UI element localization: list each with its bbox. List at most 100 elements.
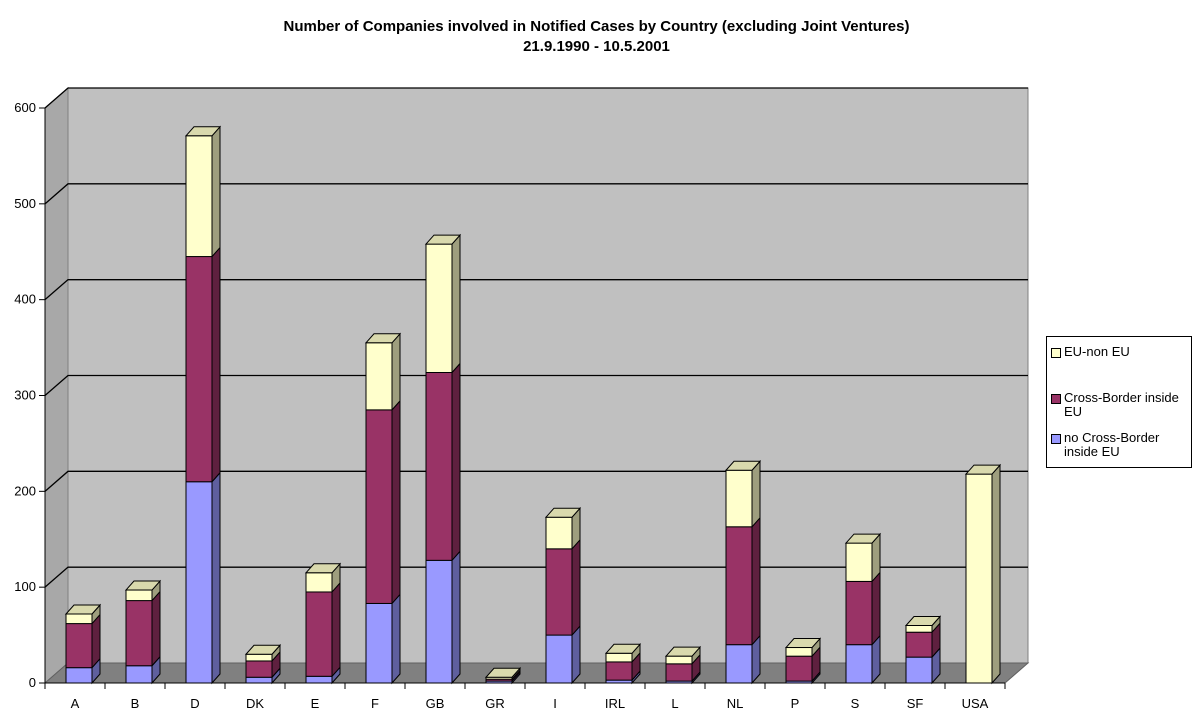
bar-i-no-cross-border-side bbox=[571, 624, 581, 685]
bar-stack-gb bbox=[424, 233, 462, 685]
bar-i-no-cross-border bbox=[545, 634, 573, 684]
y-tick-label: 200 bbox=[14, 483, 36, 498]
bar-stack-i bbox=[544, 506, 582, 685]
bar-e-cross-border bbox=[305, 591, 333, 677]
bar-stack-nl bbox=[724, 459, 762, 685]
gridlines bbox=[44, 87, 1028, 588]
bar-b-top bbox=[124, 580, 162, 591]
bar-irl-cross-border bbox=[605, 661, 633, 681]
bar-f-top bbox=[364, 333, 402, 344]
bar-a-cross-border bbox=[65, 623, 93, 669]
bar-nl-cross-border-side bbox=[751, 516, 761, 646]
bar-e-eu-non-eu bbox=[305, 572, 333, 593]
bars bbox=[64, 125, 1002, 685]
legend: EU-non EU Cross-Border inside EU no Cros… bbox=[1046, 336, 1192, 468]
x-tick-label: L bbox=[671, 696, 678, 711]
y-tick-label: 400 bbox=[14, 292, 36, 307]
x-tick-label: GB bbox=[426, 696, 445, 711]
bar-e-cross-border-side bbox=[331, 581, 341, 678]
bar-gb-eu-non-eu-side bbox=[451, 233, 461, 374]
bar-dk-no-cross-border bbox=[245, 676, 273, 684]
bar-stack-gr bbox=[484, 666, 522, 685]
legend-label: Cross-Border inside EU bbox=[1064, 390, 1179, 419]
bar-b-no-cross-border bbox=[125, 665, 153, 684]
bar-p-cross-border bbox=[785, 655, 813, 682]
y-tick-label: 0 bbox=[29, 675, 36, 690]
bar-gb-cross-border-side bbox=[451, 362, 461, 562]
bar-b-cross-border-side bbox=[151, 590, 161, 668]
bar-usa-eu-non-eu bbox=[965, 473, 993, 684]
bar-s-cross-border bbox=[845, 580, 873, 646]
bar-stack-l bbox=[664, 645, 702, 685]
bar-gb-eu-non-eu bbox=[425, 243, 453, 373]
bar-sf-no-cross-border bbox=[905, 656, 933, 684]
gridline bbox=[44, 470, 1028, 492]
bar-p-top bbox=[784, 638, 822, 649]
bar-p-eu-non-eu bbox=[785, 647, 813, 657]
y-tick-label: 100 bbox=[14, 579, 36, 594]
bar-sf-cross-border bbox=[905, 631, 933, 658]
bar-gb-top bbox=[424, 234, 462, 245]
bar-dk-eu-non-eu bbox=[245, 653, 273, 662]
bar-gr-top bbox=[484, 667, 522, 678]
gridline bbox=[44, 279, 1028, 301]
bar-f-no-cross-border bbox=[365, 602, 393, 684]
bar-d-cross-border bbox=[185, 256, 213, 483]
bar-l-eu-non-eu bbox=[665, 655, 693, 665]
bar-gb-cross-border bbox=[425, 372, 453, 561]
legend-swatch bbox=[1051, 434, 1061, 444]
bar-s-cross-border-side bbox=[871, 571, 881, 646]
bar-d-no-cross-border-side bbox=[211, 471, 221, 685]
bar-a-no-cross-border bbox=[65, 667, 93, 684]
bar-usa-eu-non-eu-side bbox=[991, 463, 1001, 685]
legend-swatch bbox=[1051, 348, 1061, 358]
x-tick-label: DK bbox=[246, 696, 264, 711]
bar-s-top bbox=[844, 533, 882, 544]
bar-stack-p bbox=[784, 637, 822, 685]
bar-f-eu-non-eu-side bbox=[391, 332, 401, 412]
bar-irl-top bbox=[604, 643, 642, 654]
bar-d-no-cross-border bbox=[185, 481, 213, 684]
legend-label: EU-non EU bbox=[1064, 344, 1130, 359]
x-tick-labels: A B D DK E F GB GR I IRL L NL P S SF USA bbox=[71, 696, 989, 711]
bar-d-eu-non-eu bbox=[185, 135, 213, 258]
bar-d-eu-non-eu-side bbox=[211, 125, 221, 258]
bar-nl-eu-non-eu bbox=[725, 469, 753, 528]
bar-sf-eu-non-eu bbox=[905, 625, 933, 633]
bar-stack-f bbox=[364, 332, 402, 685]
bar-s-no-cross-border bbox=[845, 644, 873, 684]
gridline bbox=[44, 374, 1028, 396]
legend-swatch bbox=[1051, 394, 1061, 404]
x-tick-label: P bbox=[791, 696, 800, 711]
chart-title: Number of Companies involved in Notified… bbox=[283, 18, 910, 35]
bar-i-top bbox=[544, 507, 582, 518]
bar-stack-s bbox=[844, 532, 882, 685]
x-tick-label: A bbox=[71, 696, 80, 711]
x-tick-label: D bbox=[190, 696, 199, 711]
gridline bbox=[44, 183, 1028, 205]
gridline bbox=[44, 566, 1028, 588]
gridline bbox=[44, 87, 1028, 109]
bar-s-eu-non-eu bbox=[845, 542, 873, 582]
bar-i-eu-non-eu bbox=[545, 516, 573, 550]
y-tick-label: 500 bbox=[14, 196, 36, 211]
y-tick-label: 300 bbox=[14, 388, 36, 403]
x-tick-label: B bbox=[131, 696, 140, 711]
x-tick-label: F bbox=[371, 696, 379, 711]
x-tick-label: E bbox=[311, 696, 320, 711]
bar-d-top bbox=[184, 126, 222, 137]
x-tick-label: USA bbox=[962, 696, 989, 711]
bar-stack-usa bbox=[964, 463, 1002, 685]
bar-l-top bbox=[664, 646, 702, 657]
bar-stack-sf bbox=[904, 615, 942, 685]
bar-i-cross-border bbox=[545, 548, 573, 636]
bar-nl-top bbox=[724, 460, 762, 471]
bar-e-no-cross-border bbox=[305, 675, 333, 684]
bar-stack-d bbox=[184, 125, 222, 685]
bar-stack-b bbox=[124, 579, 162, 685]
bar-stack-a bbox=[64, 603, 102, 685]
bar-gb-no-cross-border-side bbox=[451, 550, 461, 685]
bar-d-cross-border-side bbox=[211, 246, 221, 484]
bar-nl-cross-border bbox=[725, 526, 753, 646]
